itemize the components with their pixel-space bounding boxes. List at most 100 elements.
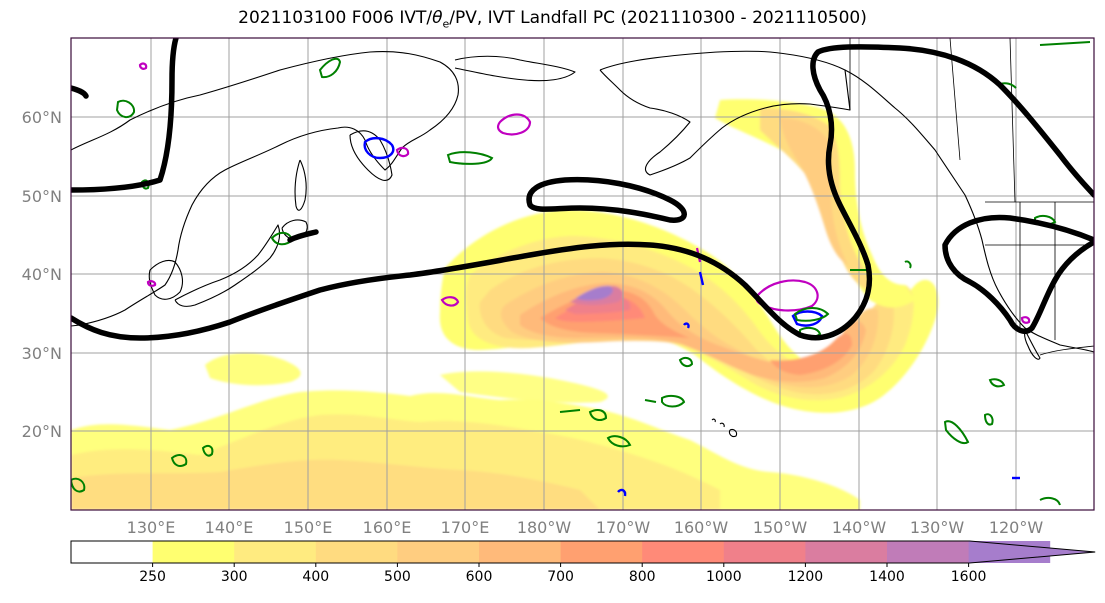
- title-prefix: 2021103100 F006 IVT/: [238, 8, 433, 28]
- borders: [849, 38, 1094, 356]
- pc-north-loop: [526, 176, 687, 223]
- theta-green-contours: [71, 41, 1091, 506]
- th-g-5: [793, 307, 830, 322]
- th-g-19: [988, 378, 1006, 388]
- colorbar-segment: [315, 541, 398, 563]
- lat-label-40: 40°N: [22, 265, 62, 284]
- colorbar-segment: [152, 541, 235, 563]
- th-g-10: [606, 435, 632, 448]
- pv-m-3: [138, 62, 148, 70]
- graticule: [71, 38, 1094, 510]
- colorbar: 250 300 400 500 600 700 800 1000 1200 1400 1600: [70, 540, 1096, 585]
- colorbar-tick-label: 250: [139, 569, 166, 585]
- colorbar-tick-label: 600: [466, 569, 493, 585]
- lat-label-30: 30°N: [22, 344, 62, 363]
- colorbar-tick-label: 1600: [951, 569, 987, 585]
- title-suffix: /PV, IVT Landfall PC (2021110300 - 20211…: [449, 8, 867, 28]
- border-us-mexico: [1039, 345, 1094, 356]
- lat-label-50: 50°N: [22, 187, 62, 206]
- ivt-ar-main-l10: [576, 285, 613, 301]
- pv-m-6: [146, 280, 157, 287]
- title-theta: θ: [432, 8, 443, 28]
- ivt-gulf-l2: [760, 108, 869, 290]
- colorbar-outline: [70, 540, 1096, 564]
- colorbar-segment: [887, 541, 970, 563]
- th-g-2: [115, 99, 136, 118]
- lon-label-140w: 140°W: [832, 518, 887, 537]
- th-g-7: [661, 394, 686, 408]
- map-border: [70, 37, 1095, 511]
- pv-b-1: [363, 137, 395, 160]
- coast-korea: [148, 259, 184, 300]
- pc-black-contours: [71, 38, 1094, 341]
- th-g-22: [559, 399, 657, 413]
- th-g-15: [201, 445, 214, 457]
- colorbar-segment: [71, 541, 154, 563]
- th-g-9: [588, 409, 608, 421]
- ivt-band-south-3: [71, 459, 600, 510]
- lon-labels: 130°E 140°E 150°E 160°E 170°E 180°W 170°…: [127, 518, 1044, 537]
- lon-label-150e: 150°E: [284, 518, 333, 537]
- colorbar-tick-label: 400: [302, 569, 329, 585]
- pv-b-6: [683, 322, 690, 329]
- colorbar-segment: [723, 541, 806, 563]
- coast-alaska: [599, 50, 851, 176]
- th-g-12: [983, 413, 994, 426]
- lon-label-180w: 180°W: [517, 518, 572, 537]
- pv-blue-contours: [363, 137, 1020, 497]
- pc-nw-stub: [71, 85, 89, 99]
- coastlines: [71, 50, 1094, 438]
- lon-label-120w: 120°W: [989, 518, 1044, 537]
- lat-labels: 60°N 50°N 40°N 30°N 20°N: [22, 108, 62, 441]
- th-g-18: [1039, 496, 1061, 506]
- lon-label-170e: 170°E: [441, 518, 490, 537]
- pc-east-loop: [942, 214, 1094, 334]
- pc-west-arc: [71, 38, 179, 193]
- colorbar-segment: [560, 541, 643, 563]
- colorbar-segment: [479, 541, 562, 563]
- pv-b-4: [617, 488, 627, 497]
- pc-main-line: [71, 44, 1094, 341]
- coast-kamchatka: [349, 130, 393, 181]
- ivt-gulf-l3: [780, 118, 848, 265]
- lon-label-130w: 130°W: [910, 518, 965, 537]
- lon-label-130e: 130°E: [127, 518, 176, 537]
- lon-label-170w: 170°W: [596, 518, 651, 537]
- ivt-ar-east-l6: [770, 333, 852, 375]
- colorbar-segment: [642, 541, 725, 563]
- coast-baja: [1024, 329, 1041, 360]
- coast-chukotka: [454, 55, 576, 82]
- pv-m-1: [496, 113, 532, 136]
- lat-label-60: 60°N: [22, 108, 62, 127]
- ivt-fill-layer: [71, 99, 939, 510]
- th-g-3: [446, 151, 494, 165]
- pv-b-3: [698, 271, 705, 286]
- colorbar-tick-label: 500: [384, 569, 411, 585]
- th-g-14: [170, 454, 188, 467]
- th-g-11: [943, 420, 970, 444]
- pv-m-4: [395, 146, 410, 158]
- colorbar-tick-label: 800: [629, 569, 656, 585]
- ivt-blob-mid: [440, 371, 608, 403]
- lat-label-20: 20°N: [22, 422, 62, 441]
- colorbar-extend-arrow: [969, 541, 1096, 563]
- th-g-20: [850, 260, 912, 271]
- pv-b-2: [791, 310, 824, 327]
- colorbar-segment: [234, 541, 317, 563]
- lon-label-160e: 160°E: [363, 518, 412, 537]
- th-g-1: [318, 57, 342, 79]
- coast-hawaii: [711, 418, 738, 438]
- pv-m-5: [440, 296, 460, 307]
- pv-m-8: [1020, 316, 1031, 324]
- colorbar-tick-label: 1200: [788, 569, 824, 585]
- lon-label-140e: 140°E: [205, 518, 254, 537]
- colorbar-tick-label: 1000: [706, 569, 742, 585]
- title-theta-sub: e: [442, 17, 450, 31]
- pc-japan-dash: [287, 229, 319, 243]
- coast-asia: [71, 51, 459, 327]
- colorbar-tick-label: 700: [547, 569, 574, 585]
- colorbar-segment: [805, 541, 888, 563]
- th-g-8: [678, 356, 694, 368]
- map-title: 2021103100 F006 IVT/θe/PV, IVT Landfall …: [0, 8, 1105, 30]
